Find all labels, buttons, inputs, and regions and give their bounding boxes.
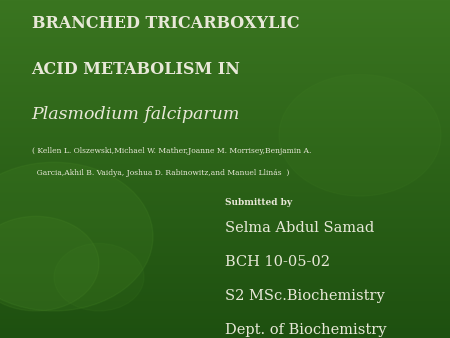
Text: ( Kellen L. Olszewski,Michael W. Mather,Joanne M. Morrisey,Benjamin A.: ( Kellen L. Olszewski,Michael W. Mather,… (32, 147, 311, 155)
Text: ACID METABOLISM IN: ACID METABOLISM IN (32, 61, 240, 78)
Text: Garcia,Akhil B. Vaidya, Joshua D. Rabinowitz,and Manuel Llinás  ): Garcia,Akhil B. Vaidya, Joshua D. Rabino… (32, 169, 289, 177)
Text: BCH 10-05-02: BCH 10-05-02 (225, 255, 330, 269)
Circle shape (279, 74, 441, 196)
Text: Selma Abdul Samad: Selma Abdul Samad (225, 221, 374, 235)
Text: BRANCHED TRICARBOXYLIC: BRANCHED TRICARBOXYLIC (32, 15, 299, 32)
Text: S2 MSc.Biochemistry: S2 MSc.Biochemistry (225, 289, 385, 303)
Circle shape (0, 216, 99, 311)
Text: Plasmodium falciparum: Plasmodium falciparum (32, 106, 240, 123)
Circle shape (0, 162, 153, 311)
Text: Submitted by: Submitted by (225, 198, 292, 207)
Text: Dept. of Biochemistry: Dept. of Biochemistry (225, 323, 387, 337)
Circle shape (54, 243, 144, 311)
